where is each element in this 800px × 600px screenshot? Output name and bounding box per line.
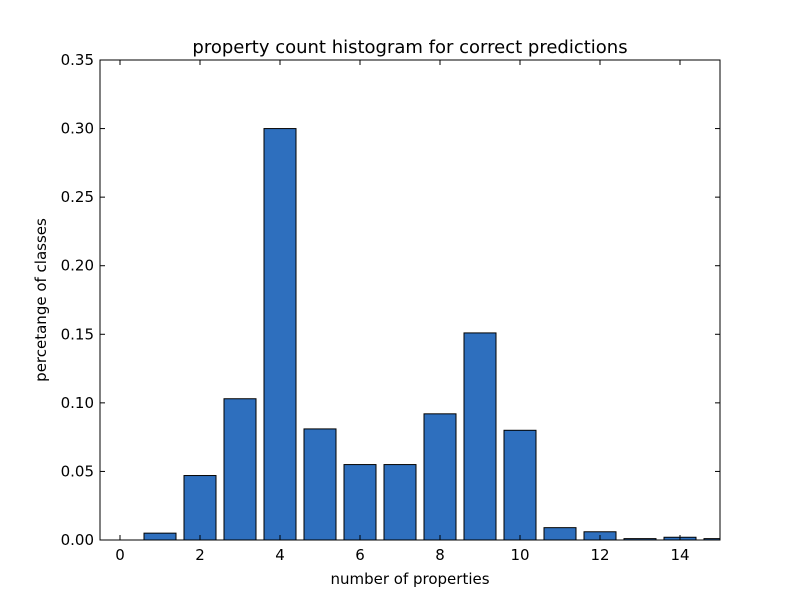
bar-5	[303, 428, 337, 541]
y-tick-label: 0.20	[61, 257, 94, 275]
bar-9	[463, 332, 497, 541]
bar-4	[263, 128, 297, 541]
y-tick-label: 0.05	[61, 462, 94, 480]
x-tick-label: 6	[355, 546, 365, 564]
bar-3	[223, 398, 257, 541]
bar-1	[143, 532, 177, 541]
y-axis-ticks: 0.00 0.05 0.10 0.15 0.20 0.25 0.30 0.35	[61, 51, 720, 549]
bar-10	[503, 429, 537, 541]
y-tick-label: 0.25	[61, 188, 94, 206]
x-tick-label: 2	[195, 546, 205, 564]
x-tick-label: 4	[275, 546, 285, 564]
x-tick-label: 10	[510, 546, 529, 564]
bars-group	[143, 128, 721, 541]
x-axis-label: number of properties	[330, 570, 489, 588]
chart-title: property count histogram for correct pre…	[192, 37, 627, 58]
x-tick-label: 12	[590, 546, 609, 564]
y-tick-label: 0.15	[61, 325, 94, 343]
bar-6	[343, 464, 377, 541]
bar-8	[423, 413, 457, 541]
y-tick-label: 0.10	[61, 394, 94, 412]
y-tick-label: 0.35	[61, 51, 94, 69]
y-tick-label: 0.00	[61, 531, 94, 549]
x-axis-ticks: 0 2 4 6 8 10 12 14	[115, 60, 690, 564]
y-tick-label: 0.30	[61, 120, 94, 138]
x-tick-label: 0	[115, 546, 125, 564]
bar-11	[543, 527, 577, 541]
x-tick-label: 14	[670, 546, 689, 564]
bar-7	[383, 464, 417, 541]
bar-2	[183, 475, 217, 541]
x-tick-label: 8	[435, 546, 445, 564]
y-axis-label: percetange of classes	[32, 218, 50, 382]
plot-frame	[99, 59, 721, 541]
